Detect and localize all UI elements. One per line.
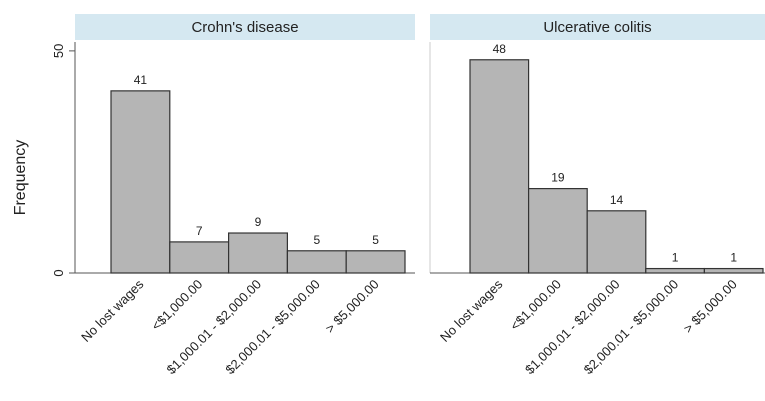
value-label: 14 — [610, 193, 624, 207]
y-tick-label: 50 — [51, 44, 66, 58]
bar — [586, 210, 647, 274]
bar — [110, 90, 171, 274]
value-label: 1 — [730, 251, 737, 265]
panel-header — [75, 14, 415, 40]
bar — [527, 187, 588, 274]
x-tick-label: > $5,000.00 — [680, 277, 739, 336]
panel-title: Crohn's disease — [191, 19, 298, 36]
bar — [228, 232, 289, 274]
panel-title: Ulcerative colitis — [543, 19, 651, 36]
value-label: 7 — [196, 224, 203, 238]
x-tick-label: <$1,000.00 — [148, 277, 205, 334]
value-label: 19 — [551, 171, 565, 185]
bar — [469, 59, 530, 274]
value-label: 41 — [134, 73, 148, 87]
bar — [645, 267, 705, 274]
y-tick-label: 0 — [51, 269, 66, 276]
value-label: 1 — [672, 251, 679, 265]
bar — [286, 250, 347, 274]
x-tick-label: No lost wages — [437, 276, 506, 345]
value-label: 48 — [493, 42, 507, 56]
y-axis-label: Frequency — [12, 140, 29, 216]
x-tick-label: <$1,000.00 — [507, 277, 564, 334]
panel-header — [430, 14, 765, 40]
bar — [345, 250, 406, 274]
bar — [169, 241, 230, 274]
value-label: 9 — [255, 215, 262, 229]
x-tick-label: > $5,000.00 — [322, 277, 381, 336]
bar — [703, 267, 764, 274]
value-label: 5 — [372, 233, 379, 247]
value-label: 5 — [313, 233, 320, 247]
x-tick-label: No lost wages — [78, 276, 147, 345]
